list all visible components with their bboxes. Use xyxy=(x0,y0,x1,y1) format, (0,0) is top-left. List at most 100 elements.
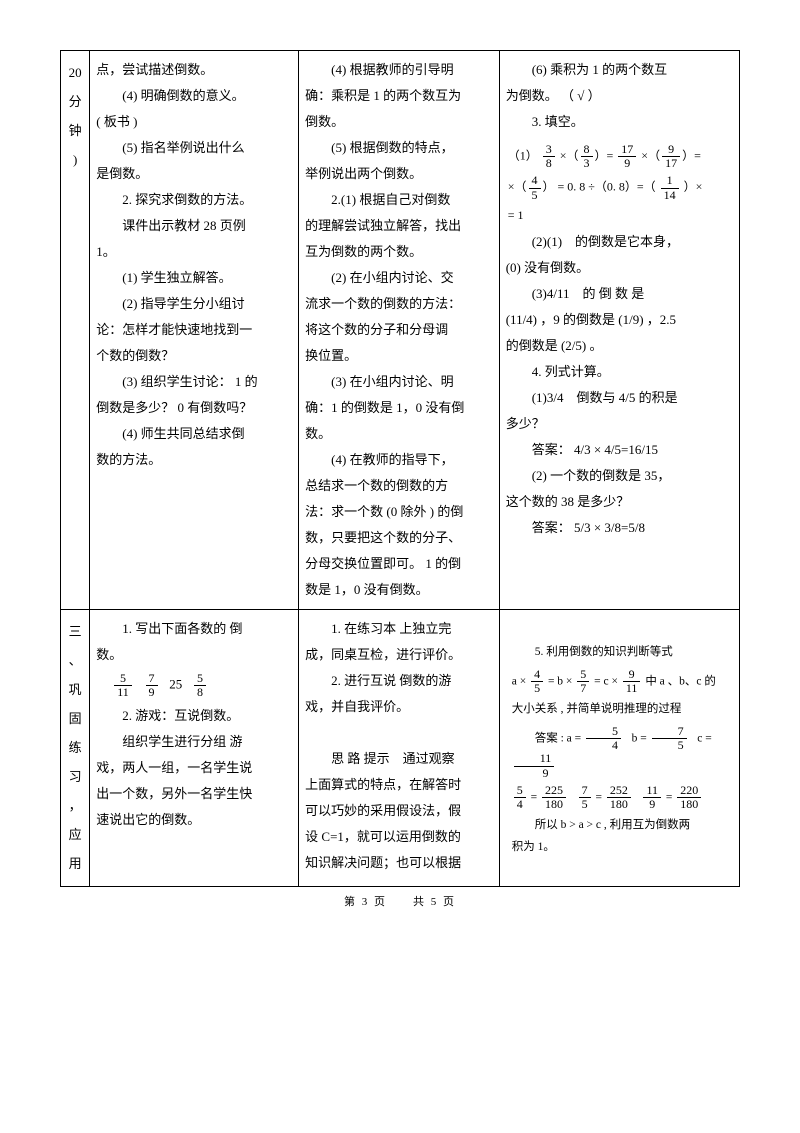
fraction: 58 xyxy=(194,672,206,699)
text: 戏，两人一组，一名学生说 xyxy=(96,755,292,781)
text: 出一个数，另外一名学生快 xyxy=(96,781,292,807)
label-char: 三 xyxy=(67,619,83,645)
text: 个数的倒数？ xyxy=(96,343,292,369)
text: (11/4) ，9 的倒数是 (1/9) ，2.5 xyxy=(506,307,733,333)
fraction: 57 xyxy=(577,668,589,695)
text: 戏，并自我评价。 xyxy=(305,694,493,720)
page: 20 分 钟 ) 点，尝试描述倒数。 (4) 明确倒数的意义。 ( 板书 ) (… xyxy=(0,0,800,929)
label-char: ) xyxy=(67,147,83,173)
label-char: 用 xyxy=(67,851,83,877)
label-char: 钟 xyxy=(67,118,83,144)
text: 3. 填空。 xyxy=(506,109,733,135)
text: 倒数。 xyxy=(305,109,493,135)
text: 确：乘积是 1 的两个数互为 xyxy=(305,83,493,109)
fraction: 114 xyxy=(661,174,679,201)
text: (5) 指名举例说出什么 xyxy=(96,135,292,161)
text: 倒数是多少？ 0 有倒数吗？ xyxy=(96,395,292,421)
text: (1)3/4 倒数与 4/5 的积是 xyxy=(506,385,733,411)
text: 大小关系 , 并简单说明推理的过程 xyxy=(512,699,733,721)
row1-col1: 点，尝试描述倒数。 (4) 明确倒数的意义。 ( 板书 ) (5) 指名举例说出… xyxy=(90,51,299,610)
row2-label: 三 、 巩 固 练 习 ， 应 用 xyxy=(61,610,90,887)
text: 1。 xyxy=(96,239,292,265)
text: 数。 xyxy=(305,421,493,447)
text: 积为 1。 xyxy=(512,837,733,859)
fraction: 220180 xyxy=(677,784,701,811)
text: (4) 明确倒数的意义。 xyxy=(96,83,292,109)
text: 成，同桌互检，进行评价。 xyxy=(305,642,493,668)
fraction: 511 xyxy=(114,672,132,699)
text: 4. 列式计算。 xyxy=(506,359,733,385)
text: 多少？ xyxy=(506,411,733,437)
text: (3) 组织学生讨论： 1 的 xyxy=(96,369,292,395)
fraction: 119 xyxy=(643,784,661,811)
lesson-table: 20 分 钟 ) 点，尝试描述倒数。 (4) 明确倒数的意义。 ( 板书 ) (… xyxy=(60,50,740,887)
text: 数。 xyxy=(96,642,292,668)
fraction: 917 xyxy=(662,143,680,170)
text: 设 C=1，就可以运用倒数的 xyxy=(305,824,493,850)
text: 流求一个数的倒数的方法： xyxy=(305,291,493,317)
text: 课件出示教材 28 页例 xyxy=(96,213,292,239)
fraction: 45 xyxy=(529,174,541,201)
label-char: 、 xyxy=(67,648,83,674)
text: 这个数的 38 是多少？ xyxy=(506,489,733,515)
fraction: 83 xyxy=(581,143,593,170)
text: 论：怎样才能快速地找到一 xyxy=(96,317,292,343)
text: 是倒数。 xyxy=(96,161,292,187)
label-char: 应 xyxy=(67,822,83,848)
fraction: 54 xyxy=(586,725,621,752)
fraction: 54 xyxy=(514,784,526,811)
text: (2)(1) 的倒数是它本身， xyxy=(506,229,733,255)
table-row: 三 、 巩 固 练 习 ， 应 用 1. 写出下面各数的 倒 数。 511 79… xyxy=(61,610,740,887)
text: 点，尝试描述倒数。 xyxy=(96,57,292,83)
label-char: 巩 xyxy=(67,677,83,703)
text: (3) 在小组内讨论、明 xyxy=(305,369,493,395)
fraction: 179 xyxy=(618,143,636,170)
text xyxy=(506,616,733,642)
text: (0) 没有倒数。 xyxy=(506,255,733,281)
text: 为倒数。 （ √ ） xyxy=(506,83,733,109)
label-char: ， xyxy=(67,793,83,819)
text: 举例说出两个倒数。 xyxy=(305,161,493,187)
text: (2) 一个数的倒数是 35， xyxy=(506,463,733,489)
eq-prefix: （1） xyxy=(508,148,538,162)
fraction: 75 xyxy=(579,784,591,811)
text: 的理解尝试独立解答，找出 xyxy=(305,213,493,239)
text xyxy=(305,720,493,746)
text: 总结求一个数的倒数的方 xyxy=(305,473,493,499)
page-footer: 第 3 页 共 5 页 xyxy=(60,893,740,909)
text: 数，只要把这个数的分子、 xyxy=(305,525,493,551)
fraction: 911 xyxy=(623,668,641,695)
text: 的倒数是 (2/5) 。 xyxy=(506,333,733,359)
text: (5) 根据倒数的特点， xyxy=(305,135,493,161)
text: 数的方法。 xyxy=(96,447,292,473)
equation-box: （1） 38 ×（83）= 179 ×（917）= ×（45） = 0. 8 ÷… xyxy=(506,135,733,229)
text: 2. 探究求倒数的方法。 xyxy=(96,187,292,213)
text: 互为倒数的两个数。 xyxy=(305,239,493,265)
problem-5: 5. 利用倒数的知识判断等式 a × 45 = b × 57 = c × 911… xyxy=(506,642,733,859)
text: (6) 乘积为 1 的两个数互 xyxy=(506,57,733,83)
row2-col3: 5. 利用倒数的知识判断等式 a × 45 = b × 57 = c × 911… xyxy=(499,610,739,887)
fraction: 252180 xyxy=(607,784,631,811)
text: (3)4/11 的 倒 数 是 xyxy=(506,281,733,307)
text: 分母交换位置即可。 1 的倒 xyxy=(305,551,493,577)
text: 2. 进行互说 倒数的游 xyxy=(305,668,493,694)
fraction: 75 xyxy=(652,725,687,752)
fraction: 225180 xyxy=(542,784,566,811)
row1-label: 20 分 钟 ) xyxy=(61,51,90,610)
text: 换位置。 xyxy=(305,343,493,369)
label-char: 固 xyxy=(67,706,83,732)
fraction: 45 xyxy=(531,668,543,695)
label-char: 20 xyxy=(67,60,83,86)
text: ( 板书 ) xyxy=(96,109,292,135)
text: 2. 游戏：互说倒数。 xyxy=(96,703,292,729)
text: 1. 在练习本 上独立完 xyxy=(305,616,493,642)
text: 上面算式的特点，在解答时 xyxy=(305,772,493,798)
text: 确：1 的倒数是 1，0 没有倒 xyxy=(305,395,493,421)
text: 知识解决问题；也可以根据 xyxy=(305,850,493,876)
text: (4) 在教师的指导下， xyxy=(305,447,493,473)
text: 所以 b > a > c , 利用互为倒数两 xyxy=(512,815,733,837)
table-row: 20 分 钟 ) 点，尝试描述倒数。 (4) 明确倒数的意义。 ( 板书 ) (… xyxy=(61,51,740,610)
text: 速说出它的倒数。 xyxy=(96,807,292,833)
text: 思 路 提示 通过观察 xyxy=(305,746,493,772)
row1-col3: (6) 乘积为 1 的两个数互 为倒数。 （ √ ） 3. 填空。 （1） 38… xyxy=(499,51,739,610)
